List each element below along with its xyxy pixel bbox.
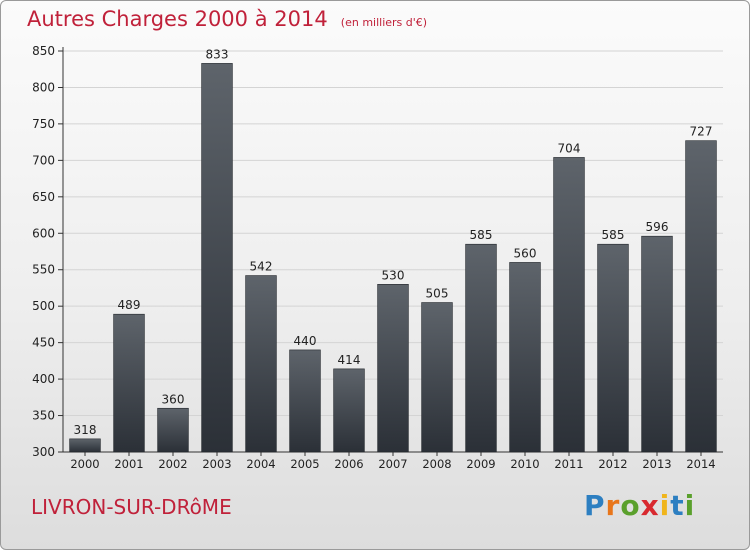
y-tick-label: 650 xyxy=(32,190,55,204)
data-label: 833 xyxy=(206,47,229,61)
bar xyxy=(685,140,717,453)
data-label: 542 xyxy=(250,260,273,274)
data-label: 318 xyxy=(74,423,97,437)
x-tick-label: 2005 xyxy=(290,457,319,471)
data-label: 360 xyxy=(162,392,185,406)
x-tick-label: 2006 xyxy=(334,457,363,471)
bar xyxy=(465,243,497,453)
y-tick-label: 500 xyxy=(32,299,55,313)
logo-letter: i xyxy=(659,489,671,522)
labels: 300 350 400 450 500 550 600 650 700 750 800 850 318 2… xyxy=(32,44,716,471)
bar xyxy=(245,275,277,453)
y-tick-label: 800 xyxy=(32,80,55,94)
x-tick-label: 2009 xyxy=(466,457,495,471)
chart-title-main: Autres Charges 2000 à 2014 xyxy=(27,7,328,31)
x-tick-label: 2013 xyxy=(642,457,671,471)
logo-letter: i xyxy=(684,489,696,522)
data-label: 414 xyxy=(338,353,361,367)
bar xyxy=(333,368,365,453)
y-tick-label: 700 xyxy=(32,153,55,167)
chart-title-unit: (en milliers d'€) xyxy=(340,16,428,29)
data-label: 585 xyxy=(602,228,625,242)
x-tick-label: 2004 xyxy=(246,457,275,471)
data-label: 585 xyxy=(470,228,493,242)
x-tick-label: 2008 xyxy=(422,457,451,471)
y-tick-label: 300 xyxy=(32,445,55,459)
x-tick-label: 2014 xyxy=(686,457,715,471)
data-label: 560 xyxy=(514,246,537,260)
bar xyxy=(113,313,145,453)
x-tick-label: 2011 xyxy=(554,457,583,471)
y-tick-label: 450 xyxy=(32,336,55,350)
bar xyxy=(509,262,541,453)
bar xyxy=(553,157,585,453)
x-tick-label: 2007 xyxy=(378,457,407,471)
data-label: 440 xyxy=(294,334,317,348)
x-tick-label: 2001 xyxy=(114,457,143,471)
bar xyxy=(597,243,629,453)
logo-letter: o xyxy=(620,489,641,522)
bar xyxy=(69,438,101,453)
logo-letter: t xyxy=(670,489,685,522)
bar xyxy=(641,235,673,453)
y-tick-label: 400 xyxy=(32,372,55,386)
commune-name: LIVRON-SUR-DRôME xyxy=(31,495,232,519)
y-tick-label: 750 xyxy=(32,117,55,131)
proxiti-logo: Proxiti xyxy=(584,489,695,522)
x-tick-label: 2010 xyxy=(510,457,539,471)
data-label: 596 xyxy=(646,220,669,234)
x-tick-label: 2002 xyxy=(158,457,187,471)
y-tick-label: 600 xyxy=(32,226,55,240)
bar xyxy=(289,349,321,453)
data-label: 489 xyxy=(118,298,141,312)
y-tick-label: 350 xyxy=(32,409,55,423)
logo-letter: x xyxy=(640,489,660,522)
bar xyxy=(377,284,409,453)
bars xyxy=(69,63,717,453)
bar xyxy=(201,63,233,453)
logo-letter: r xyxy=(605,489,621,522)
bar xyxy=(157,407,189,453)
x-tick-label: 2003 xyxy=(202,457,231,471)
x-tick-label: 2012 xyxy=(598,457,627,471)
logo-letter: P xyxy=(584,489,606,522)
y-tick-label: 850 xyxy=(32,44,55,58)
data-label: 505 xyxy=(426,287,449,301)
x-tick-label: 2000 xyxy=(70,457,99,471)
bar xyxy=(421,302,453,453)
chart-title: Autres Charges 2000 à 2014 (en milliers … xyxy=(27,7,427,31)
y-tick-label: 550 xyxy=(32,263,55,277)
data-label: 704 xyxy=(558,141,581,155)
data-label: 530 xyxy=(382,268,405,282)
data-label: 727 xyxy=(690,125,713,139)
